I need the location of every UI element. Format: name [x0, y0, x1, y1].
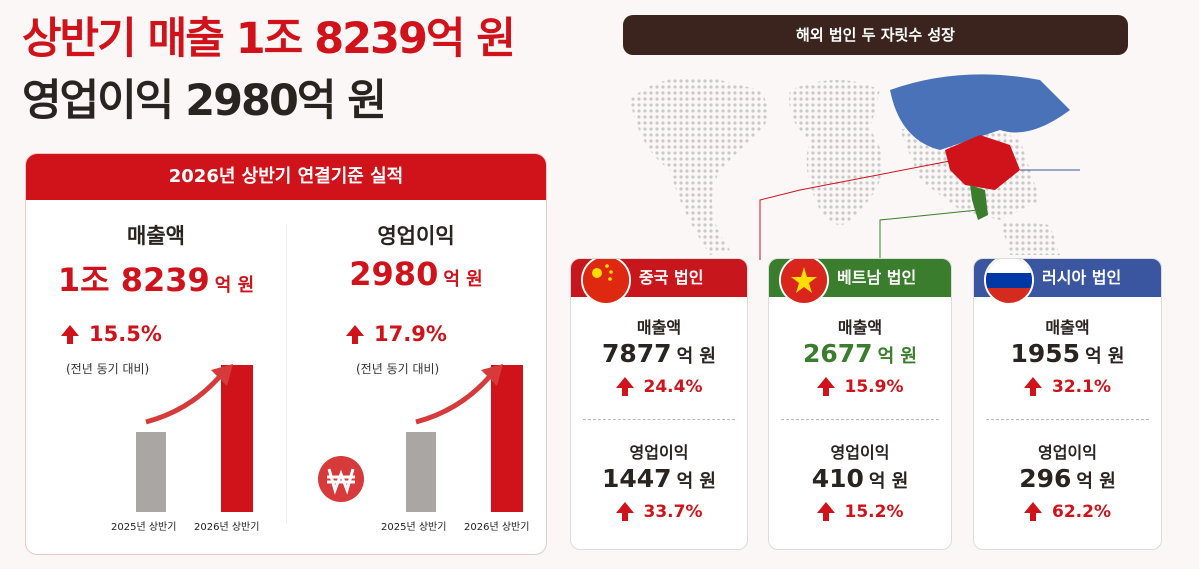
amount: 410 — [811, 464, 864, 493]
separator — [781, 419, 939, 420]
bar-label: 2026년 상반기 — [464, 522, 530, 533]
overseas-header: 해외 법인 두 자릿수 성장 — [623, 15, 1128, 55]
growth-arrow — [145, 364, 233, 425]
amount: 2980 — [349, 255, 439, 293]
amount-line: 296 억 원 — [974, 464, 1161, 493]
metric-label: 영업이익 — [629, 443, 689, 462]
summary-header: 2026년 상반기 연결기준 실적 — [26, 154, 546, 200]
summary-note: (전년 동기 대비) — [356, 362, 440, 376]
won-icon — [318, 456, 364, 502]
unit: 억 원 — [1085, 346, 1125, 367]
growth: 17.9% — [374, 322, 447, 346]
metric-label: 매출액 — [837, 318, 883, 337]
world-map — [630, 74, 1080, 260]
flag — [984, 259, 1034, 305]
summary-panel: 2026년 상반기 연결기준 실적 매출액 1조 8239 억 원 15.5% (전년 … — [25, 153, 547, 555]
up-arrow — [615, 501, 634, 521]
growth: 15.9% — [844, 377, 904, 397]
amount: 1조 8239 — [57, 261, 210, 299]
growth-line: 17.9% — [346, 322, 447, 346]
amount: 1447 — [602, 464, 672, 493]
up-arrow — [346, 324, 364, 344]
title-line1: 상반기 매출 1조 8239억 원 — [22, 14, 516, 64]
growth: 15.5% — [89, 322, 162, 346]
flag — [581, 259, 631, 305]
bar-label: 2025년 상반기 — [381, 522, 447, 533]
bar-label: 2026년 상반기 — [194, 522, 260, 533]
growth-arrow — [415, 364, 503, 425]
metric-label: 매출액 — [636, 318, 682, 337]
amount-line: 1447 억 원 — [571, 464, 747, 493]
bar-2026 — [221, 365, 253, 512]
amount-line: 1955 억 원 — [974, 339, 1161, 368]
summary-column: 영업이익 2980 억 원 17.9% (전년 동기 대비) 2025년 상반기 2026년… — [286, 200, 546, 554]
growth-line: 24.4% — [571, 376, 747, 397]
entity-card: 베트남 법인 매출액 2677 억 원 15.9% 영업이익 410 억 원 15.2% — [768, 258, 952, 550]
unit: 억 원 — [868, 471, 909, 492]
bar-label: 2025년 상반기 — [111, 522, 177, 533]
growth: 15.2% — [844, 502, 904, 522]
growth: 33.7% — [643, 502, 703, 522]
metric-label: 영업이익 — [1038, 443, 1097, 462]
amount-line: 1조 8239 억 원 — [26, 255, 286, 301]
separator — [986, 419, 1149, 420]
summary-note: (전년 동기 대비) — [66, 362, 150, 376]
growth: 24.4% — [643, 377, 703, 397]
amount-line: 2980 억 원 — [286, 255, 546, 293]
amount-line: 7877 억 원 — [571, 339, 747, 368]
metric-label: 영업이익 — [830, 443, 890, 462]
unit: 억 원 — [214, 275, 255, 296]
up-arrow — [816, 376, 835, 396]
amount: 296 — [1019, 464, 1072, 493]
amount-line: 410 억 원 — [769, 464, 951, 493]
unit: 억 원 — [1076, 471, 1116, 492]
bar-2025 — [136, 432, 166, 512]
separator — [583, 419, 735, 420]
summary-label: 매출액 — [127, 224, 185, 248]
bar-2026 — [491, 365, 523, 512]
growth-line: 15.5% — [61, 322, 162, 346]
title-line2: 영업이익 2980억 원 — [22, 76, 387, 126]
up-arrow — [1024, 376, 1042, 396]
up-arrow — [816, 501, 835, 521]
metric-label: 매출액 — [1045, 318, 1090, 337]
amount: 1955 — [1010, 339, 1081, 368]
amount-line: 2677 억 원 — [769, 339, 951, 368]
growth: 62.2% — [1052, 502, 1111, 522]
amount: 7877 — [602, 339, 672, 368]
unit: 억 원 — [676, 471, 716, 492]
unit: 억 원 — [877, 346, 917, 367]
unit: 억 원 — [676, 346, 716, 367]
growth-line: 15.2% — [769, 501, 951, 522]
growth-line: 15.9% — [769, 376, 951, 397]
summary-column: 매출액 1조 8239 억 원 15.5% (전년 동기 대비) 2025년 상반기 202… — [26, 200, 286, 554]
flag — [779, 259, 829, 305]
growth-line: 33.7% — [571, 501, 747, 522]
growth-line: 32.1% — [974, 376, 1161, 397]
growth-line: 62.2% — [974, 501, 1161, 522]
entity-card: 러시아 법인 매출액 1955 억 원 32.1% 영업이익 296 억 원 62.2% — [973, 258, 1162, 550]
up-arrow — [61, 324, 79, 344]
bar-2025 — [406, 432, 436, 512]
summary-label: 영업이익 — [377, 224, 455, 248]
unit: 억 원 — [443, 269, 483, 290]
divider — [286, 224, 287, 524]
up-arrow — [615, 376, 634, 396]
growth: 32.1% — [1052, 377, 1111, 397]
up-arrow — [1024, 501, 1042, 521]
amount: 2677 — [803, 339, 873, 368]
entity-card: 중국 법인 매출액 7877 억 원 24.4% 영업이익 1447 억 원 33.7% — [570, 258, 748, 550]
